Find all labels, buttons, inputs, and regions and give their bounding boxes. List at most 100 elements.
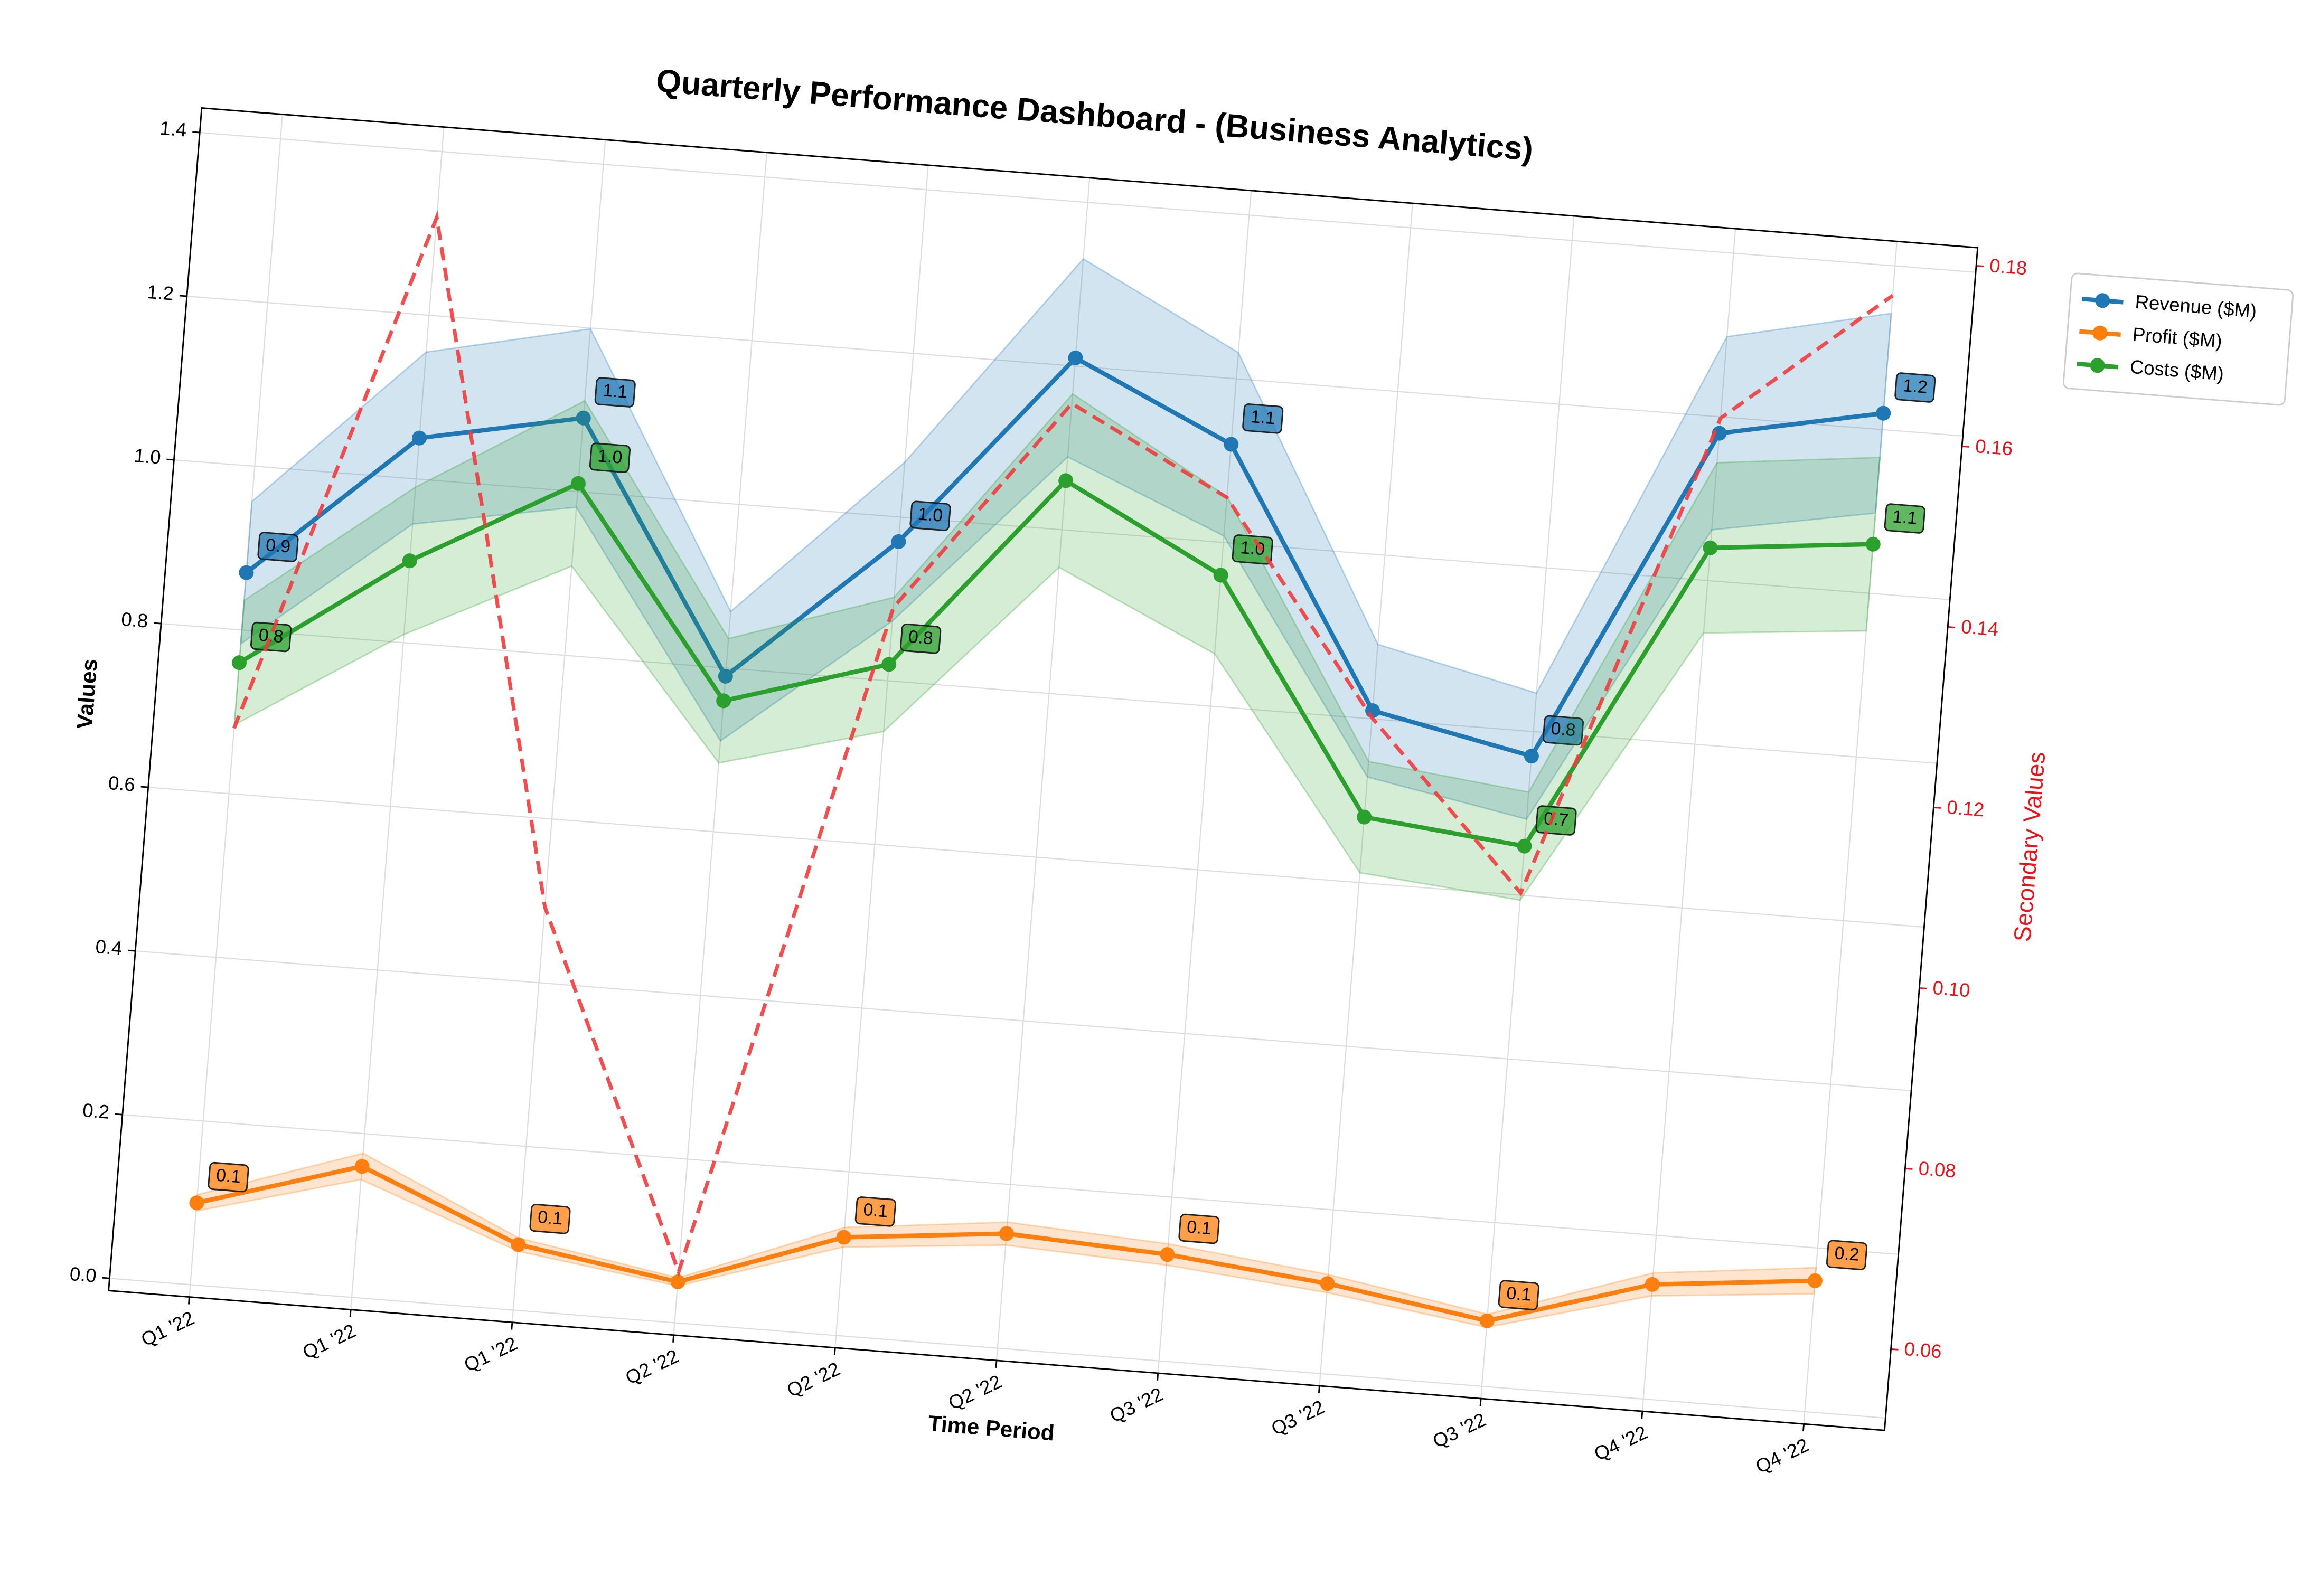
grid-line xyxy=(1480,215,1575,1399)
value-label: 1.2 xyxy=(1902,376,1928,398)
x-tick-label: Q1 '22 xyxy=(461,1333,520,1376)
y-tick-label: 0.0 xyxy=(69,1263,97,1287)
value-label-box xyxy=(1178,1213,1220,1244)
legend-box xyxy=(2062,272,2294,406)
value-label-box xyxy=(1232,534,1273,565)
y-tick-label: 1.0 xyxy=(133,445,162,468)
value-label: 1.1 xyxy=(1892,507,1918,528)
value-label-box xyxy=(589,442,631,473)
marker xyxy=(881,657,897,672)
y2-tick-label: 0.18 xyxy=(1989,254,2028,279)
value-label: 0.1 xyxy=(537,1207,563,1229)
value-label-box xyxy=(208,1161,249,1193)
value-label: 0.8 xyxy=(258,626,284,647)
x-tick xyxy=(1479,1398,1482,1406)
value-label: 1.1 xyxy=(602,381,628,402)
marker xyxy=(576,410,591,426)
marker xyxy=(412,430,427,446)
marker xyxy=(1357,809,1372,825)
marker xyxy=(1213,568,1228,583)
series-line xyxy=(232,210,1894,1278)
marker xyxy=(1703,540,1718,555)
value-label-box xyxy=(1884,503,1925,534)
y-tick xyxy=(115,1113,123,1116)
value-label-box xyxy=(1242,403,1284,434)
x-tick-label: Q2 '22 xyxy=(622,1345,682,1389)
value-label: 0.1 xyxy=(1186,1217,1212,1239)
value-label-box xyxy=(1542,715,1584,746)
marker xyxy=(232,655,247,670)
y2-axis-label: Secondary Values xyxy=(2009,751,2050,942)
marker xyxy=(1865,536,1881,552)
plot-frame xyxy=(108,107,1979,1431)
value-label-box xyxy=(1535,805,1577,836)
x-tick xyxy=(833,1347,836,1355)
value-label: 0.1 xyxy=(215,1166,241,1187)
y-tick-label: 0.8 xyxy=(120,608,149,632)
value-label: 0.2 xyxy=(1834,1243,1859,1265)
marker xyxy=(239,565,254,580)
marker xyxy=(716,693,731,709)
value-label-box xyxy=(594,377,636,408)
y2-tick-label: 0.08 xyxy=(1918,1157,1957,1182)
value-label: 1.0 xyxy=(597,446,623,468)
marker xyxy=(1645,1277,1660,1292)
marker xyxy=(1320,1276,1335,1291)
y-tick-label: 0.4 xyxy=(95,936,123,959)
grid-line xyxy=(1157,190,1252,1374)
x-tick-label: Q3 '22 xyxy=(1268,1396,1328,1440)
marker xyxy=(570,476,586,491)
marker xyxy=(836,1230,851,1245)
x-tick-label: Q3 '22 xyxy=(1106,1383,1166,1427)
grid-line xyxy=(834,165,929,1348)
marker xyxy=(718,668,733,684)
marker xyxy=(189,1195,204,1211)
grid-line xyxy=(673,152,768,1335)
x-tick-label: Q2 '22 xyxy=(784,1358,843,1402)
x-tick-label: Q1 '22 xyxy=(138,1307,198,1351)
value-label-box xyxy=(1894,372,1936,403)
y-tick-label: 1.4 xyxy=(159,117,187,141)
y-tick xyxy=(128,949,136,952)
value-label: 0.1 xyxy=(1506,1283,1532,1305)
grid-line xyxy=(189,114,283,1297)
x-tick xyxy=(1802,1424,1805,1432)
value-label-box xyxy=(900,623,942,654)
y-tick xyxy=(166,458,174,461)
value-label: 1.1 xyxy=(1250,407,1276,429)
grid-line xyxy=(1319,203,1413,1386)
marker xyxy=(402,553,417,569)
marker xyxy=(1712,426,1727,441)
x-tick xyxy=(672,1335,675,1343)
x-tick-label: Q2 '22 xyxy=(945,1371,1004,1414)
grid-line xyxy=(511,139,606,1323)
value-label-box xyxy=(909,500,951,531)
x-tick-label: Q1 '22 xyxy=(299,1320,359,1364)
y-tick-label: 1.2 xyxy=(146,281,175,305)
marker xyxy=(1068,350,1083,365)
marker xyxy=(999,1226,1014,1241)
marker xyxy=(1517,838,1532,854)
legend-marker xyxy=(2090,358,2105,373)
x-tick-label: Q4 '22 xyxy=(1591,1421,1650,1465)
value-label: 1.0 xyxy=(917,504,943,526)
y-tick xyxy=(192,131,200,134)
confidence-band xyxy=(240,258,1892,820)
y2-tick xyxy=(1961,445,1970,448)
y-tick xyxy=(153,622,162,625)
grid-line xyxy=(1803,241,1898,1424)
x-tick xyxy=(349,1309,352,1317)
y2-tick-label: 0.06 xyxy=(1903,1338,1942,1362)
y-tick-label: 0.6 xyxy=(108,772,136,796)
marker xyxy=(670,1274,685,1289)
chart-body: Quarterly Performance Dashboard - (Busin… xyxy=(69,62,2294,1478)
legend-marker xyxy=(2092,325,2108,341)
chart-title: Quarterly Performance Dashboard - (Busin… xyxy=(655,62,1535,167)
marker xyxy=(891,534,906,549)
y2-tick-label: 0.10 xyxy=(1932,977,1971,1001)
value-label: 0.1 xyxy=(862,1200,888,1222)
marker xyxy=(1524,749,1539,764)
value-label-box xyxy=(257,532,299,562)
x-axis-label: Time Period xyxy=(927,1411,1056,1446)
